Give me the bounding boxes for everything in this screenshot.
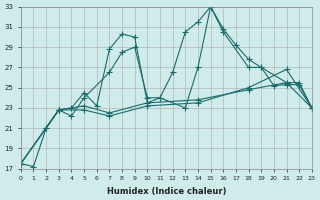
X-axis label: Humidex (Indice chaleur): Humidex (Indice chaleur) [107, 187, 226, 196]
